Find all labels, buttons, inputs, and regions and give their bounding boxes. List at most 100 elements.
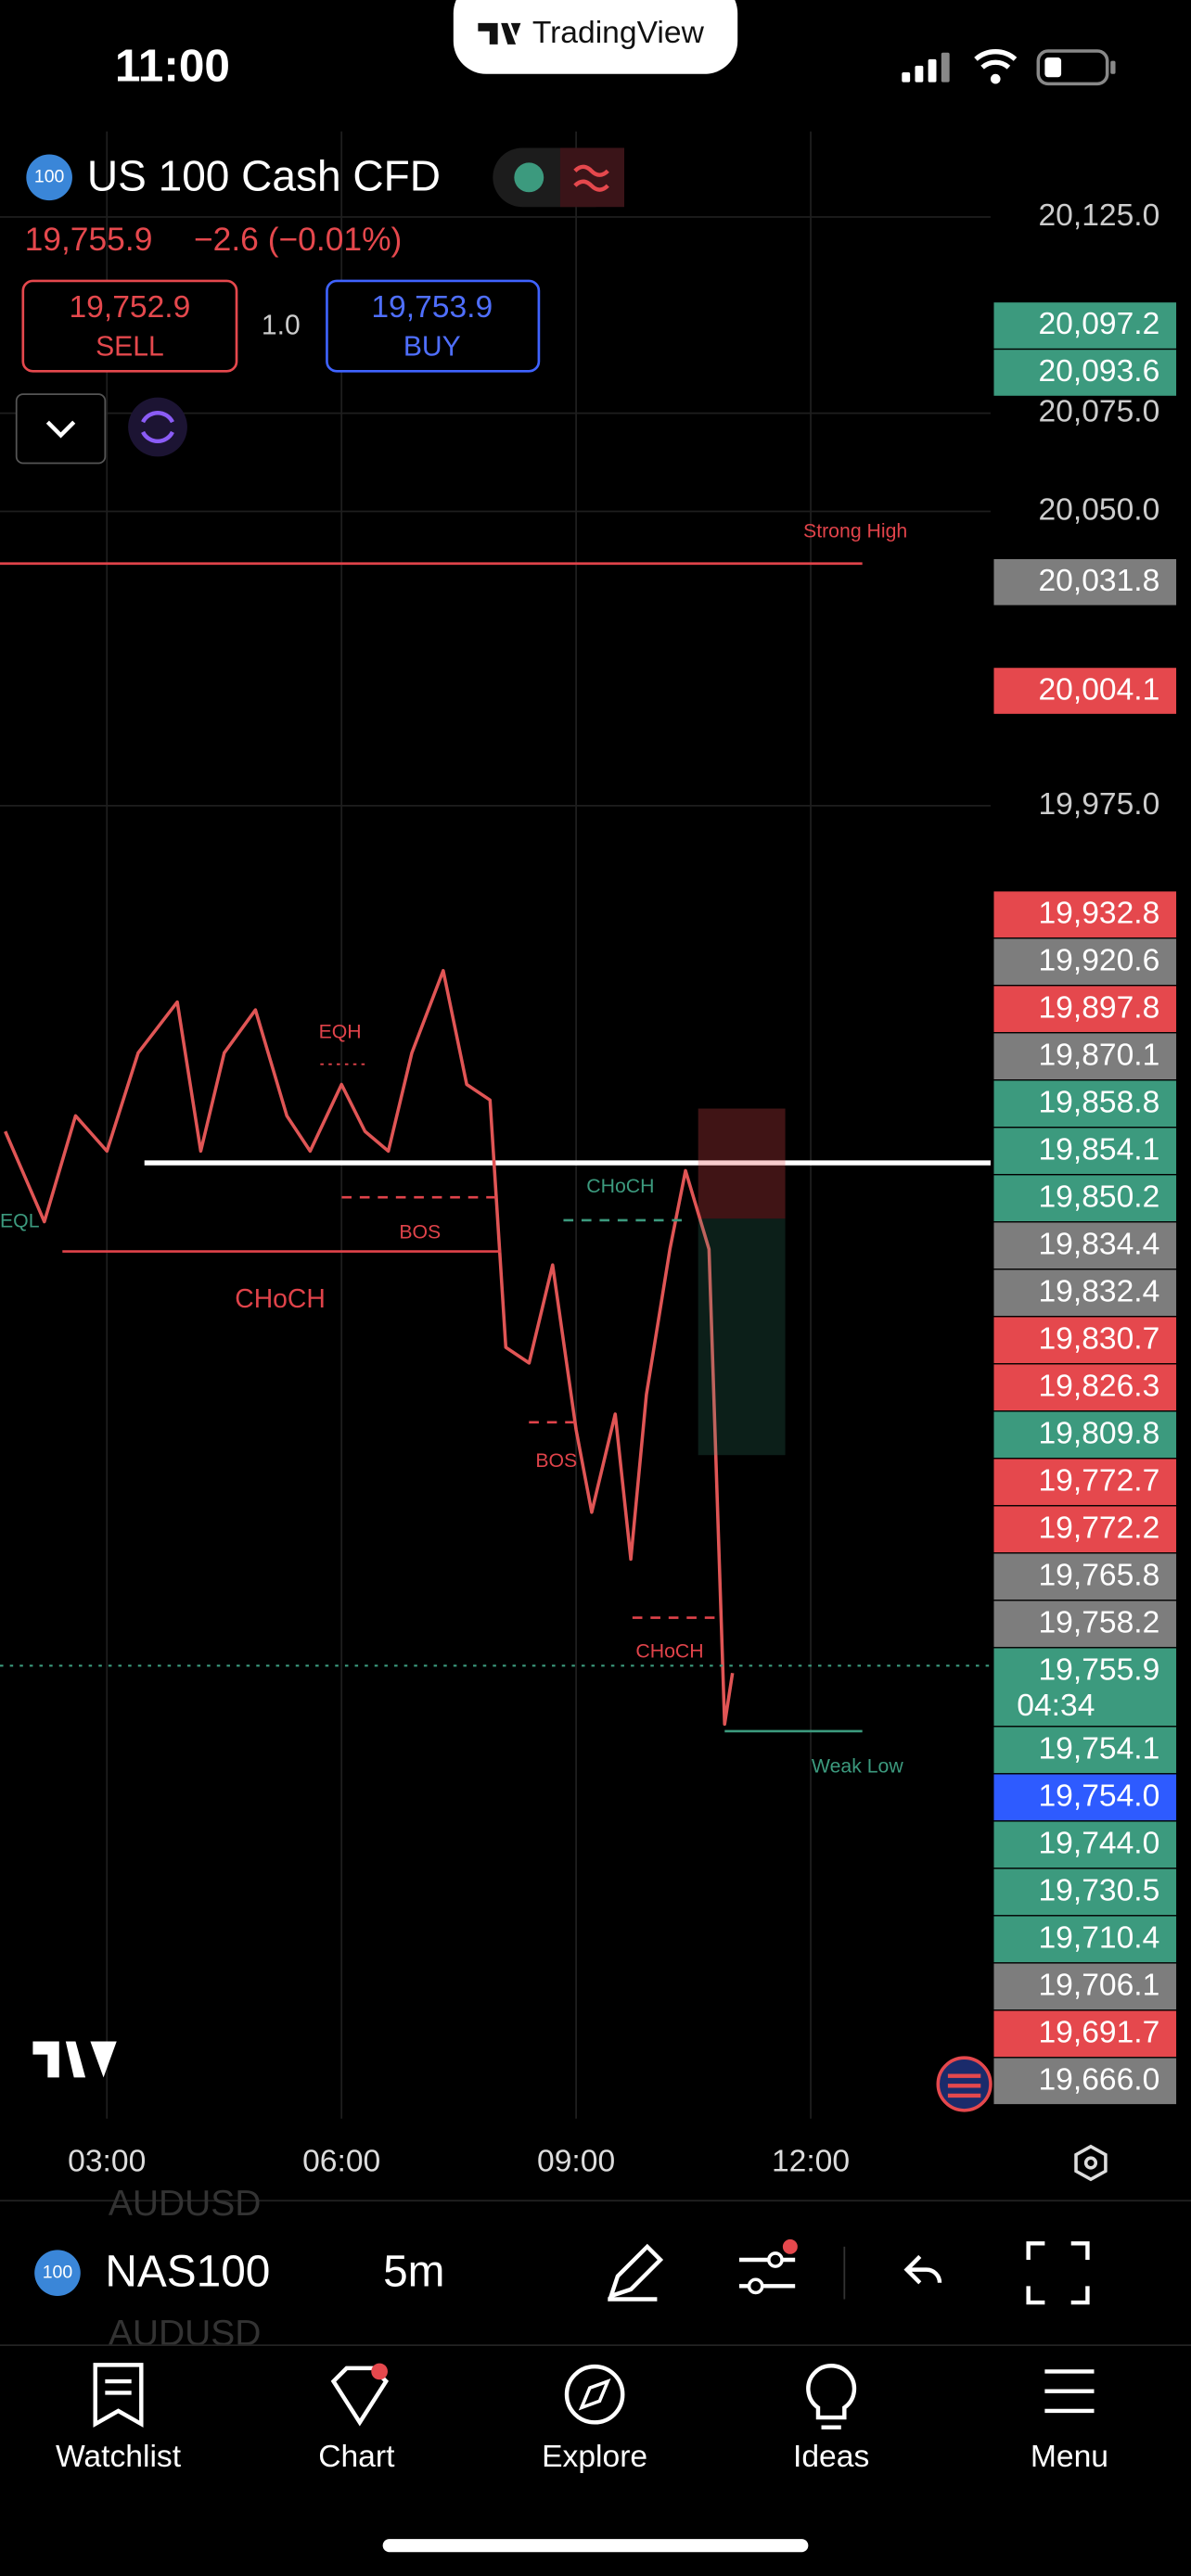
price-tag-label: 19,832.4 (1038, 1274, 1159, 1308)
price-tag (993, 986, 1177, 1032)
chart-area (0, 131, 991, 2119)
price-tag (993, 938, 1177, 985)
symbol-badge (26, 154, 72, 201)
y-tick-label: 20,075.0 (1038, 395, 1159, 429)
watchlist-icon[interactable] (93, 2363, 144, 2428)
price-tag (993, 1080, 1177, 1127)
price-change: −2.6 (−0.01%) (194, 221, 402, 258)
badge-text: 100 (34, 166, 65, 186)
price-tag (993, 1774, 1177, 1821)
ideas-icon[interactable] (806, 2364, 857, 2429)
price-tag-label: 19,920.6 (1038, 943, 1159, 977)
price-tag (993, 1128, 1177, 1175)
price-tag-label: 19,858.8 (1038, 1085, 1159, 1119)
notification-dot (371, 2363, 388, 2380)
price-tag-label: 19,772.7 (1038, 1463, 1159, 1498)
menu-icon[interactable] (1044, 2369, 1095, 2414)
price-tag-label: 19,830.7 (1038, 1321, 1159, 1356)
price-tag-label: 19,826.3 (1038, 1369, 1159, 1403)
battery-cap (1110, 60, 1116, 74)
price-tag-label: 19,755.9 (1038, 1653, 1159, 1688)
quantity[interactable]: 1.0 (262, 310, 301, 340)
undo-icon[interactable] (903, 2254, 942, 2285)
symbol-name[interactable]: US 100 Cash CFD (87, 151, 441, 199)
price-tag-label: 19,754.1 (1038, 1732, 1159, 1766)
price-tag (993, 1868, 1177, 1916)
x-tick-label: 03:00 (68, 2144, 146, 2178)
buy-price: 19,753.9 (371, 290, 493, 325)
battery-level (1044, 57, 1062, 78)
price-tag (993, 1033, 1177, 1079)
price-tag (993, 350, 1177, 396)
price-tag-label: 19,765.8 (1038, 1559, 1159, 1593)
price-tag (993, 1648, 1177, 1727)
indicators-icon (747, 2277, 764, 2295)
annotation: CHoCH (635, 1639, 703, 1662)
tab-label: Explore (542, 2440, 647, 2474)
indicator-toggle[interactable] (559, 147, 624, 208)
price-tag (993, 1222, 1177, 1269)
countdown: 04:34 (1017, 1689, 1095, 1723)
price-tag (993, 1364, 1177, 1411)
price-tag (993, 1459, 1177, 1506)
price-tag (993, 1175, 1177, 1222)
price-tag-label: 19,744.0 (1038, 1827, 1159, 1861)
price-tag (993, 1916, 1177, 1963)
annotation: Strong High (803, 519, 907, 542)
annotation: EQH (319, 1021, 362, 1043)
price-tag-label: 20,093.6 (1038, 354, 1159, 389)
toolbar-symbol[interactable]: NAS100 (105, 2248, 270, 2297)
sync-button[interactable] (128, 397, 187, 457)
annotation: Weak Low (812, 1754, 903, 1777)
fullscreen-icon[interactable] (1026, 2241, 1090, 2305)
draw-icon[interactable] (608, 2243, 664, 2302)
annotation: BOS (535, 1449, 577, 1472)
price-tag (993, 1317, 1177, 1364)
chevron-icon (45, 420, 76, 439)
target-zone (698, 1218, 786, 1456)
sell-button[interactable] (21, 279, 238, 373)
price-tag-label: 19,854.1 (1038, 1132, 1159, 1167)
buy-button[interactable] (326, 279, 541, 373)
annotation: BOS (399, 1221, 441, 1243)
explore-icon[interactable] (564, 2364, 625, 2425)
price-tag-label: 19,666.0 (1038, 2063, 1159, 2098)
price-tag (993, 558, 1177, 606)
y-tick-label: 20,125.0 (1038, 198, 1159, 233)
wifi-icon (974, 49, 1018, 70)
y-tick-label: 19,975.0 (1038, 787, 1159, 822)
battery-icon (1036, 49, 1109, 86)
price-tags: 20,125.0 20,075.0 20,050.0 19,975.0 20,097.2… (993, 198, 1177, 2105)
price-tag-label: 19,710.4 (1038, 1921, 1159, 1956)
annotation: EQL (0, 1209, 40, 1231)
indicators-icon (767, 2251, 784, 2268)
tab-bar: Watchlist Chart Explore Ideas Menu (56, 2440, 1108, 2474)
price-tag (993, 668, 1177, 714)
sell-label: SELL (96, 331, 164, 362)
price-tag (993, 1821, 1177, 1868)
annotations: Strong High EQH EQL BOS CHoCH CHoCH BOS … (0, 519, 907, 1777)
tab-label: Chart (318, 2440, 395, 2474)
x-tick-label: 12:00 (772, 2144, 850, 2178)
settings-icon[interactable] (1074, 2144, 1108, 2182)
clock: 11:00 (115, 40, 230, 92)
home-indicator (382, 2539, 809, 2553)
tab-label: Ideas (793, 2440, 869, 2474)
price-tag (993, 1269, 1177, 1317)
tv-logo (478, 22, 521, 45)
interval[interactable]: 5m (383, 2248, 444, 2297)
price-tag (993, 891, 1177, 937)
banner (453, 0, 738, 74)
notification-dot (782, 2238, 798, 2254)
price-tag-label: 20,097.2 (1038, 307, 1159, 341)
settings-icon (1083, 2156, 1098, 2170)
price-tag-label: 20,031.8 (1038, 564, 1159, 598)
tab-label: Menu (1031, 2440, 1108, 2474)
wifi-icon (990, 73, 1001, 84)
price-tag-label: 19,758.2 (1038, 1606, 1159, 1640)
wave-icon (573, 164, 609, 192)
price-tag (993, 1411, 1177, 1459)
collapse-button[interactable] (15, 393, 107, 465)
